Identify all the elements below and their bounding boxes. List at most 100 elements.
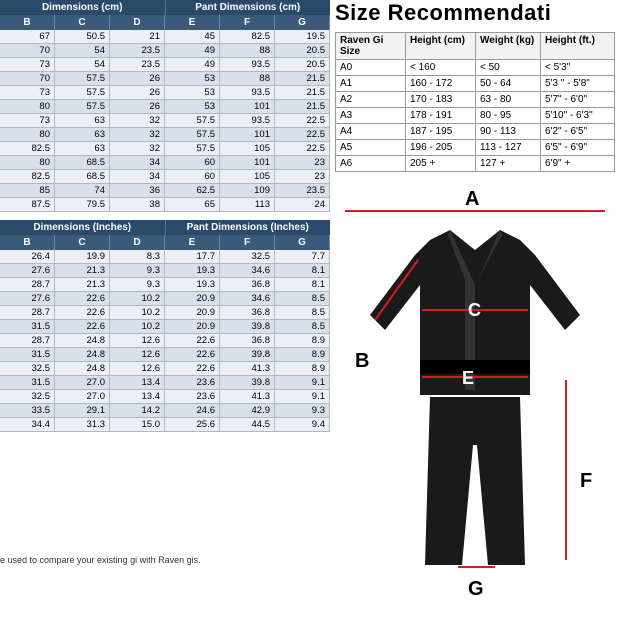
- cell: 21.3: [55, 278, 110, 292]
- table-row: 27.621.39.319.334.68.1: [0, 264, 330, 278]
- cell: 74: [55, 184, 110, 198]
- cell: 19.5: [275, 30, 330, 44]
- col-g: G: [275, 235, 330, 250]
- table-row: 28.724.812.622.636.88.9: [0, 334, 330, 348]
- table-row: 33.529.114.224.642.99.3: [0, 404, 330, 418]
- cell: 60: [165, 170, 220, 184]
- cell: 68.5: [55, 170, 110, 184]
- col-e: E: [165, 15, 220, 30]
- cell: A5: [335, 139, 405, 155]
- cell: 80: [0, 128, 55, 142]
- label-b: B: [355, 350, 369, 373]
- col-c: C: [55, 15, 110, 30]
- col-height-ft: Height (ft.): [540, 32, 615, 59]
- cell: 13.4: [110, 390, 165, 404]
- col-e: E: [165, 235, 220, 250]
- cell: 32.5: [0, 362, 55, 376]
- table-row: 705423.5498820.5: [0, 44, 330, 58]
- cell: 160 - 172: [405, 75, 475, 91]
- table-in: Dimensions (Inches) Pant Dimensions (Inc…: [0, 220, 330, 432]
- cell: 28.7: [0, 334, 55, 348]
- cell: < 160: [405, 59, 475, 75]
- cell: 20.9: [165, 292, 220, 306]
- cell: 49: [165, 44, 220, 58]
- cell: 178 - 191: [405, 107, 475, 123]
- cell: 49: [165, 58, 220, 72]
- cell: 22.6: [165, 362, 220, 376]
- col-d: D: [110, 235, 165, 250]
- cell: 88: [220, 44, 275, 58]
- table-row: 6750.5214582.519.5: [0, 30, 330, 44]
- cell: 41.3: [220, 362, 275, 376]
- cell: 5'3 " - 5'8": [540, 75, 615, 91]
- cell: 53: [165, 86, 220, 100]
- cell: 8.1: [275, 264, 330, 278]
- cell: 23.6: [165, 390, 220, 404]
- col-f: F: [220, 235, 275, 250]
- cell: 105: [220, 142, 275, 156]
- cell: 23.6: [165, 376, 220, 390]
- table-row: 34.431.315.025.644.59.4: [0, 418, 330, 432]
- table-cm-body: 6750.5214582.519.5705423.5498820.5735423…: [0, 30, 330, 212]
- col-f: F: [220, 15, 275, 30]
- cell: 32: [110, 128, 165, 142]
- cell: 8.9: [275, 362, 330, 376]
- cell: 9.3: [110, 264, 165, 278]
- table-row: 32.524.812.622.641.38.9: [0, 362, 330, 376]
- group-header-jacket-cm: Dimensions (cm): [0, 0, 166, 15]
- cell: 27.0: [55, 390, 110, 404]
- label-f: F: [580, 470, 592, 493]
- col-d: D: [110, 15, 165, 30]
- table-row: A5196 - 205113 - 1276'5" - 6'9": [335, 139, 620, 155]
- table-row: A1160 - 17250 - 645'3 " - 5'8": [335, 75, 620, 91]
- cell: 9.1: [275, 376, 330, 390]
- cell: A3: [335, 107, 405, 123]
- cell: 8.5: [275, 306, 330, 320]
- table-in-body: 26.419.98.317.732.57.727.621.39.319.334.…: [0, 250, 330, 432]
- label-e: E: [462, 368, 474, 389]
- cell: 27.0: [55, 376, 110, 390]
- cell: 10.2: [110, 306, 165, 320]
- cell: 57.5: [165, 114, 220, 128]
- cell: 88: [220, 72, 275, 86]
- cell: 24.8: [55, 348, 110, 362]
- cell: 23: [275, 156, 330, 170]
- cell: 93.5: [220, 86, 275, 100]
- cell: 26: [110, 100, 165, 114]
- cell: 36.8: [220, 334, 275, 348]
- cell: 23: [275, 170, 330, 184]
- cell: 8.5: [275, 292, 330, 306]
- cell: 79.5: [55, 198, 110, 212]
- cell: 54: [55, 58, 110, 72]
- cell: 27.6: [0, 292, 55, 306]
- cell: 28.7: [0, 306, 55, 320]
- cell: 63: [55, 142, 110, 156]
- cell: 39.8: [220, 376, 275, 390]
- cell: 54: [55, 44, 110, 58]
- cell: 24.8: [55, 362, 110, 376]
- dimensions-tables: Dimensions (cm) Pant Dimensions (cm) B C…: [0, 0, 330, 432]
- cell: 19.3: [165, 264, 220, 278]
- col-height-cm: Height (cm): [405, 32, 475, 59]
- cell: 22.5: [275, 114, 330, 128]
- cell: 39.8: [220, 320, 275, 334]
- right-column: Size Recommendati Raven Gi Size Height (…: [335, 0, 620, 172]
- col-b: B: [0, 15, 55, 30]
- col-c: C: [55, 235, 110, 250]
- cell: 19.9: [55, 250, 110, 264]
- cell: 34: [110, 170, 165, 184]
- cell: 13.4: [110, 376, 165, 390]
- cell: < 50: [475, 59, 540, 75]
- cell: 196 - 205: [405, 139, 475, 155]
- col-gi-size: Raven Gi Size: [335, 32, 405, 59]
- cell: < 5'3": [540, 59, 615, 75]
- cell: 38: [110, 198, 165, 212]
- cell: 70: [0, 72, 55, 86]
- cell: 31.3: [55, 418, 110, 432]
- cell: 5'10" - 6'3": [540, 107, 615, 123]
- cell: 32: [110, 142, 165, 156]
- table-cm: Dimensions (cm) Pant Dimensions (cm) B C…: [0, 0, 330, 212]
- table-row: 32.527.013.423.641.39.1: [0, 390, 330, 404]
- cell: 20.5: [275, 44, 330, 58]
- table-row: A4187 - 19590 - 1136'2" - 6'5": [335, 123, 620, 139]
